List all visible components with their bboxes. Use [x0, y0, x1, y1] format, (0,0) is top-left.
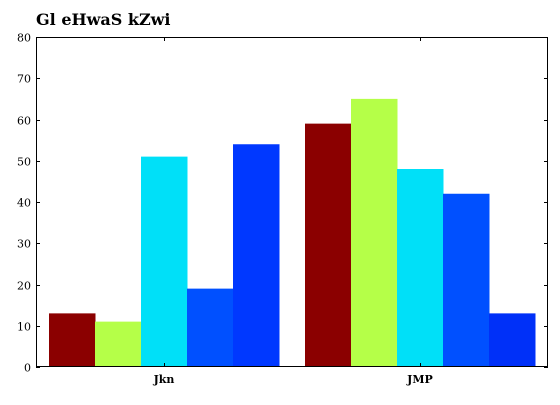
bar	[187, 288, 234, 367]
bar	[305, 123, 352, 367]
bar	[95, 321, 142, 367]
x-tick-label: Jkn	[153, 373, 175, 386]
bar	[351, 98, 398, 367]
y-tick-label: 10	[17, 321, 31, 334]
y-tick-label: 20	[17, 280, 31, 293]
bar	[233, 144, 280, 367]
y-tick-label: 0	[24, 362, 31, 375]
y-tick-label: 30	[17, 238, 31, 251]
y-tick-label: 60	[17, 115, 31, 128]
y-tick-label: 70	[17, 73, 31, 86]
bar	[443, 193, 490, 367]
y-tick-label: 80	[17, 32, 31, 45]
chart-title: Gl eHwaS kZwi	[36, 10, 171, 29]
x-tick-label: JMP	[406, 373, 433, 386]
y-tick-label: 40	[17, 197, 31, 210]
bar	[49, 313, 96, 367]
bar	[141, 156, 188, 367]
bar	[397, 169, 444, 367]
bar	[489, 313, 536, 367]
y-tick-label: 50	[17, 156, 31, 169]
